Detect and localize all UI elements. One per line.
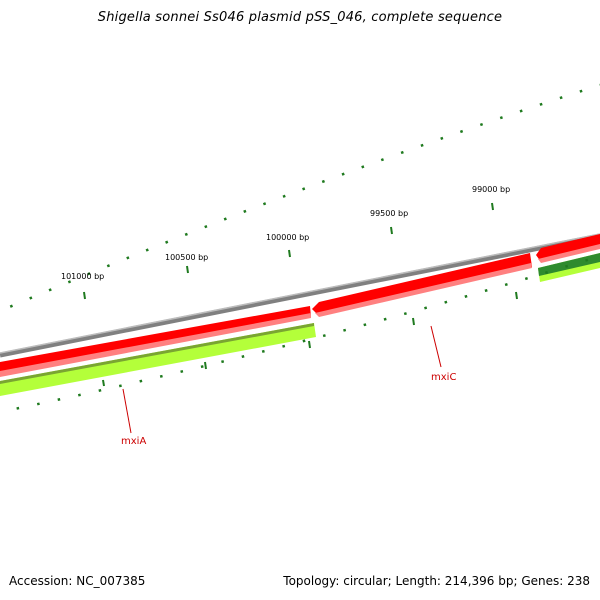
gene-label-mxiC: mxiC [431,372,456,383]
outer-minor-ticks [0,83,600,313]
accession-text: Accession: NC_007385 [9,574,146,588]
major-tick [186,265,189,274]
position-label-100500: 100500 bp [165,253,208,262]
position-label-99000: 99000 bp [472,185,510,194]
gene-arrow-mxiC[interactable] [312,253,532,316]
inner-major-ticks [102,291,518,387]
major-tick [102,379,105,387]
outer-tick-ring [0,83,600,313]
major-tick [204,361,207,370]
major-tick [390,226,393,235]
major-tick [83,291,86,300]
major-tick [515,291,518,300]
mxiA-leader-line [122,388,132,434]
gene-arrow-mxiA[interactable] [0,323,316,396]
major-tick [308,340,311,349]
major-tick [412,317,415,326]
map-title: Shigella sonnei Ss046 plasmid pSS_046, c… [97,10,503,25]
gene-arrow-mxiC-shade [315,263,532,317]
position-label-100000: 100000 bp [266,233,309,242]
gene-arrow-forward-shade [0,313,311,377]
gene-arrow-reverse-next-dark [538,253,600,276]
major-tick [491,202,494,211]
gene-label-mxiA: mxiA [121,436,146,447]
backbone-ring-highlight [0,233,600,354]
outer-major-ticks [83,202,494,300]
position-label-101000: 101000 bp [61,272,104,281]
reverse-strand [0,253,600,396]
sequence-summary: Topology: circular; Length: 214,396 bp; … [283,574,590,588]
forward-strand [0,234,600,377]
gene-arrow-mxiA-edge [0,323,314,384]
backbone-ring [0,233,600,358]
major-tick [288,249,291,258]
gene-arrow-forward-next [536,234,600,262]
position-label-99500: 99500 bp [370,209,408,218]
gene-arrow-forward-next-shade [538,244,600,263]
inner-tick-ring [0,254,600,414]
mxiC-leader-line [430,325,442,368]
